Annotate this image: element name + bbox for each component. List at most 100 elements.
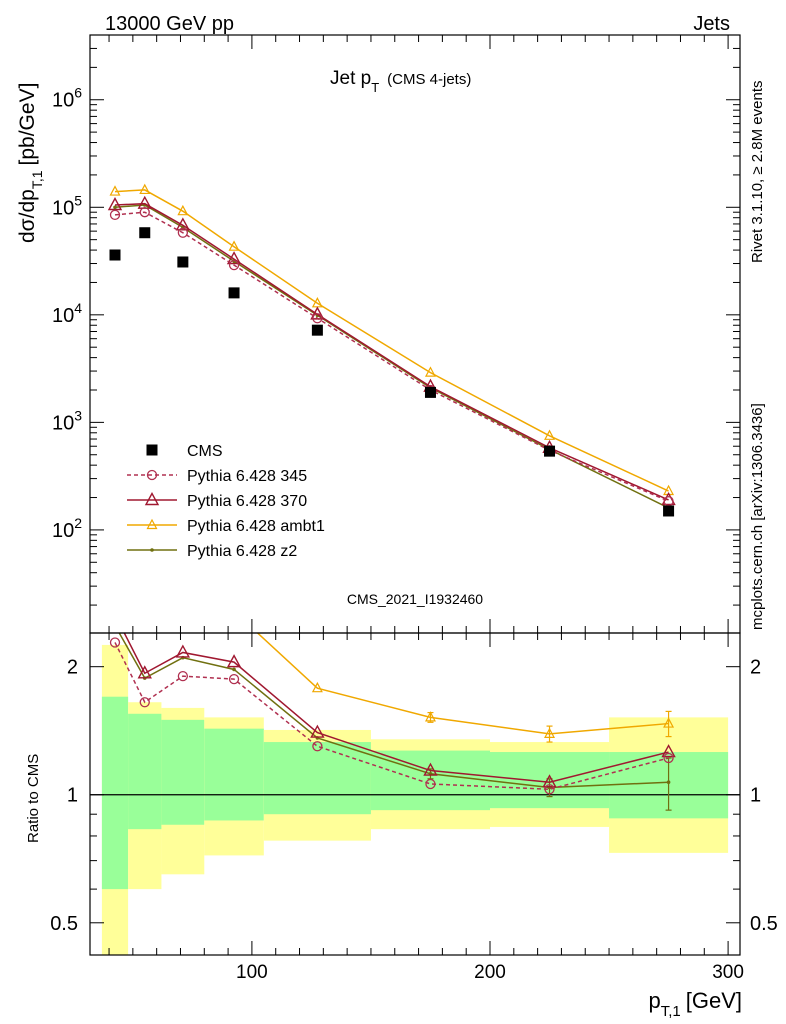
data-point [424, 386, 436, 398]
data-point [109, 608, 121, 619]
y-tick-label-base: 10 [52, 197, 74, 219]
y-tick-label-exponent: 6 [74, 85, 82, 101]
uncertainty-band-inner [370, 750, 490, 811]
data-point [113, 205, 117, 210]
y-tick-label-exponent: 3 [74, 407, 82, 423]
watermark-label: CMS_2021_I1932460 [347, 591, 483, 607]
data-point [228, 240, 240, 251]
series-p345 [109, 207, 674, 507]
data-point [178, 590, 187, 599]
data-point [425, 778, 436, 790]
data-point [139, 183, 151, 195]
data-point [139, 697, 150, 708]
data-point [146, 444, 158, 456]
data-point [109, 185, 121, 196]
series-line [114, 202, 669, 501]
data-point [661, 744, 676, 758]
data-point [230, 606, 239, 615]
data-point [232, 667, 236, 672]
series-line [114, 204, 669, 509]
y-axis-title-main: dσ/dp [16, 189, 39, 243]
plot-title: Jet pT (CMS 4-jets) [330, 68, 471, 95]
y-tick-label: 104 [52, 300, 82, 327]
data-point [109, 637, 121, 648]
ratio-y-axis-title: Ratio to CMS [25, 754, 42, 843]
data-point [111, 558, 120, 567]
legend: CMS Pythia 6.428 345 Pythia 6.428 370 Pythi… [127, 443, 325, 560]
y-tick-label-exponent: 5 [74, 192, 82, 208]
data-point [663, 505, 675, 517]
data-point [146, 518, 158, 530]
legend-label: CMS [187, 443, 223, 460]
ratio-bands [101, 644, 729, 955]
ratio-y-tick-label: 2 [67, 657, 78, 679]
y-tick-label-base: 10 [52, 90, 74, 112]
uncertainty-band-inner [263, 742, 371, 815]
data-point [175, 644, 191, 658]
y-tick-label: 106 [52, 85, 82, 112]
data-point [139, 207, 150, 218]
data-point [177, 204, 189, 216]
data-point [544, 727, 556, 738]
data-point [423, 762, 438, 776]
data-point [544, 445, 556, 457]
data-point [544, 429, 556, 440]
x-axis-title: pT,1 [GeV] [648, 988, 742, 1020]
data-point [312, 741, 323, 752]
data-point [177, 227, 189, 238]
series-line [114, 642, 669, 791]
data-point [544, 784, 555, 795]
header-energy-label: 13000 GeV pp [105, 13, 234, 35]
legend-label: Pythia 6.428 370 [187, 493, 307, 510]
ratio-series-p370 [109, 608, 676, 788]
mcplots-label: mcplots.cern.ch [arXiv:1306.3436] [749, 403, 766, 630]
rivet-label: Rivet 3.1.10, ≥ 2.8M events [749, 81, 766, 264]
ratio-frame [89, 632, 741, 956]
y-axis-title-sub: T,1 [29, 170, 45, 189]
ratio-series-p345 [109, 637, 674, 795]
data-point [228, 673, 240, 685]
legend-label: Pythia 6.428 345 [187, 468, 307, 485]
data-point [666, 780, 671, 785]
x-tick-label: 200 [474, 962, 506, 983]
plot-title-main: Jet p [330, 68, 371, 89]
y-tick-label: 103 [52, 407, 82, 434]
data-point [107, 197, 123, 211]
data-point [226, 251, 242, 265]
data-point [663, 752, 674, 764]
data-point [146, 469, 158, 481]
series-data [109, 227, 675, 517]
series-line [256, 633, 669, 735]
data-point [175, 217, 191, 231]
x-axis-title-sub: T,1 [661, 1003, 681, 1020]
y-tick-label-base: 10 [52, 520, 74, 542]
data-point [663, 717, 675, 728]
y-tick-label-exponent: 4 [74, 300, 82, 316]
series-line [114, 189, 669, 492]
legend-label: Pythia 6.428 ambt1 [187, 518, 325, 535]
x-axis-title-unit: [GeV] [686, 988, 742, 1013]
y-axis-title-unit: [pb/GeV] [16, 83, 39, 166]
y-tick-label: 102 [52, 515, 82, 542]
x-tick-label: 100 [236, 962, 268, 983]
uncertainty-band-inner [204, 728, 264, 821]
series-line [118, 633, 669, 789]
uncertainty-band-inner [161, 719, 205, 825]
data-point [228, 287, 240, 299]
data-point [139, 633, 151, 634]
legend-label: Pythia 6.428 z2 [187, 543, 297, 560]
plot-title-tail: (CMS 4-jets) [387, 71, 471, 88]
ratio-series [109, 558, 676, 811]
ratio-y-tick-label: 1 [67, 785, 78, 807]
header-jets-label: Jets [693, 13, 730, 35]
data-point [150, 548, 154, 552]
main-series [107, 183, 676, 517]
data-point [177, 671, 189, 682]
data-point [113, 624, 117, 628]
y-tick-label: 105 [52, 192, 82, 219]
data-point [310, 724, 325, 738]
ratio-y-tick-label-right: 2 [750, 657, 761, 679]
data-point [542, 774, 557, 788]
